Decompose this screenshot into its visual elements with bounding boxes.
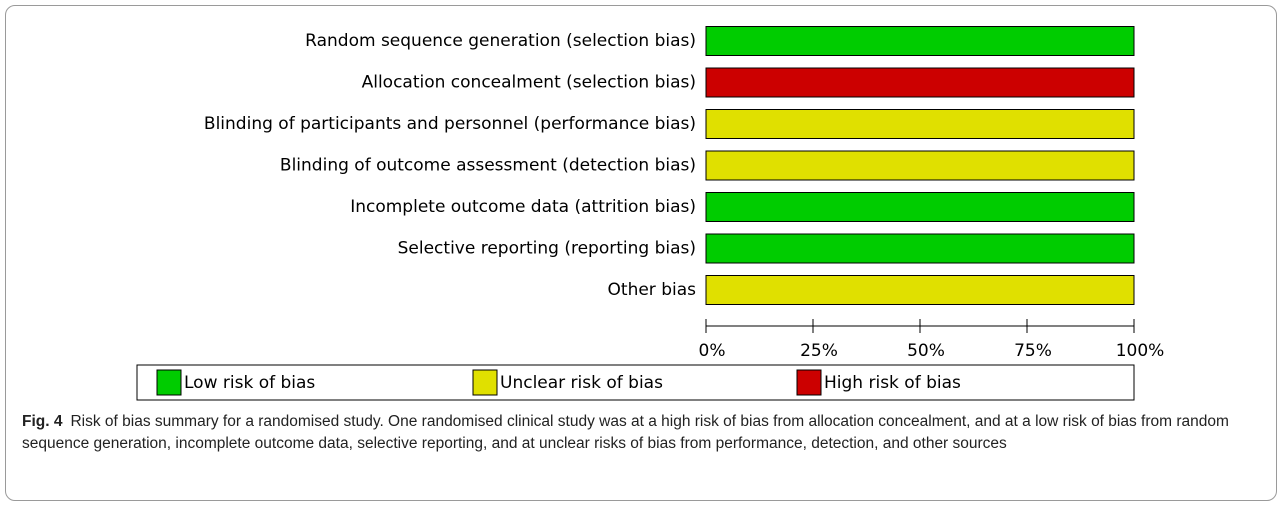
x-tick-label: 100%: [1116, 341, 1165, 361]
bar-segment: [705, 233, 1135, 264]
caption: Fig. 4 Risk of bias summary for a randomi…: [22, 411, 1262, 454]
category-label: Allocation concealment (selection bias): [362, 73, 696, 93]
legend-swatch: [472, 369, 498, 396]
legend-label: High risk of bias: [824, 373, 961, 393]
category-label: Incomplete outcome data (attrition bias): [350, 197, 696, 217]
legend-label: Low risk of bias: [184, 373, 315, 393]
figure-frame: [5, 5, 1277, 501]
legend-swatch: [156, 369, 182, 396]
legend-box: [136, 364, 1135, 401]
bar-segment: [705, 150, 1135, 181]
bar-segment: [705, 192, 1135, 222]
category-label: Blinding of participants and personnel (…: [204, 114, 696, 134]
bar-segment: [705, 67, 1135, 98]
legend-swatch: [796, 369, 822, 396]
category-label: Blinding of outcome assessment (detectio…: [280, 156, 696, 176]
legend-label: Unclear risk of bias: [500, 373, 663, 393]
chart: Random sequence generation (selection bi…: [136, 26, 1165, 401]
category-label: Random sequence generation (selection bi…: [305, 31, 696, 51]
x-tick-label: 50%: [907, 341, 945, 361]
bar-segment: [705, 26, 1135, 56]
x-tick-label: 25%: [800, 341, 838, 361]
bar-segment: [705, 275, 1135, 305]
caption-label: Fig. 4: [22, 413, 63, 430]
x-tick-label: 0%: [699, 341, 726, 361]
bar-segment: [705, 109, 1135, 139]
caption-text: Risk of bias summary for a randomised st…: [22, 413, 1229, 452]
category-label: Other bias: [608, 280, 697, 300]
x-tick-label: 75%: [1014, 341, 1052, 361]
category-label: Selective reporting (reporting bias): [398, 239, 696, 259]
